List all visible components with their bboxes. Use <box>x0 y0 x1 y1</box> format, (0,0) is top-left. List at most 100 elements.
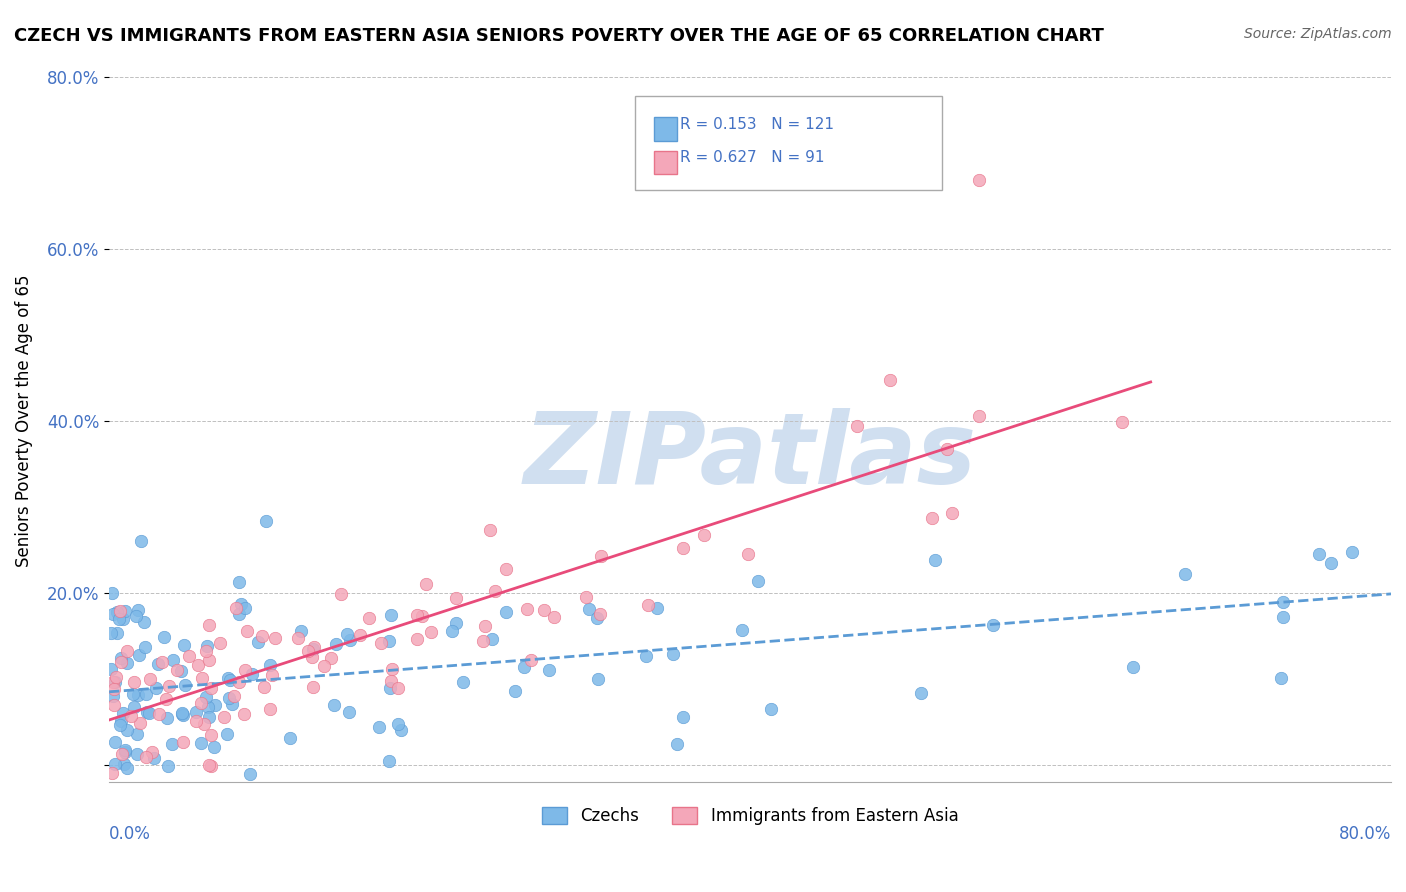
Point <box>513 660 536 674</box>
Point <box>537 663 560 677</box>
Point <box>589 607 612 621</box>
FancyBboxPatch shape <box>654 151 676 174</box>
Point <box>1122 659 1144 673</box>
FancyBboxPatch shape <box>634 95 942 190</box>
Point <box>110 651 132 665</box>
Point <box>110 655 132 669</box>
Point <box>150 656 173 670</box>
Point <box>910 685 932 699</box>
Point <box>231 597 253 611</box>
Point <box>145 681 167 696</box>
Point <box>186 714 208 728</box>
Point <box>120 709 142 723</box>
Point <box>135 706 157 720</box>
Point <box>239 766 262 780</box>
Point <box>148 706 170 721</box>
Point <box>114 745 136 759</box>
Point <box>921 511 943 525</box>
Point <box>1319 556 1341 570</box>
Point <box>1270 671 1292 685</box>
Text: CZECH VS IMMIGRANTS FROM EASTERN ASIA SENIORS POVERTY OVER THE AGE OF 65 CORRELA: CZECH VS IMMIGRANTS FROM EASTERN ASIA SE… <box>14 27 1104 45</box>
Point <box>105 625 128 640</box>
Point <box>172 706 194 721</box>
Point <box>124 699 146 714</box>
Point <box>108 612 131 626</box>
Point <box>101 690 124 704</box>
Point <box>217 727 239 741</box>
Point <box>481 632 503 646</box>
Point <box>301 649 323 664</box>
Point <box>240 667 263 681</box>
Point <box>759 702 782 716</box>
Point <box>100 625 122 640</box>
Point <box>129 716 152 731</box>
Point <box>101 765 124 780</box>
Point <box>172 735 194 749</box>
Point <box>101 586 124 600</box>
Point <box>290 624 312 639</box>
Point <box>127 602 149 616</box>
Point <box>153 630 176 644</box>
Point <box>339 633 361 648</box>
Point <box>444 591 467 606</box>
Text: Source: ZipAtlas.com: Source: ZipAtlas.com <box>1244 27 1392 41</box>
Point <box>278 731 301 745</box>
Point <box>484 584 506 599</box>
Text: R = 0.627   N = 91: R = 0.627 N = 91 <box>679 150 824 165</box>
Point <box>1272 610 1295 624</box>
Point <box>411 609 433 624</box>
Point <box>135 750 157 764</box>
Point <box>105 605 128 619</box>
Point <box>381 662 404 676</box>
Point <box>191 671 214 685</box>
Y-axis label: Seniors Poverty Over the Age of 65: Seniors Poverty Over the Age of 65 <box>15 275 32 567</box>
Point <box>200 727 222 741</box>
Point <box>672 710 695 724</box>
Point <box>731 623 754 637</box>
Point <box>200 759 222 773</box>
Point <box>103 681 125 696</box>
Point <box>693 527 716 541</box>
Text: ZIPatlas: ZIPatlas <box>523 409 977 506</box>
Point <box>368 720 391 734</box>
Point <box>217 671 239 685</box>
Point <box>129 534 152 549</box>
Point <box>259 657 281 672</box>
Point <box>941 506 963 520</box>
Point <box>924 552 946 566</box>
Point <box>845 419 868 434</box>
Point <box>1272 595 1295 609</box>
Point <box>172 708 194 723</box>
Point <box>190 736 212 750</box>
Point <box>190 696 212 710</box>
Point <box>389 723 412 737</box>
Point <box>312 659 335 673</box>
Point <box>519 653 541 667</box>
Point <box>250 629 273 643</box>
Point <box>228 675 250 690</box>
Point <box>111 706 134 720</box>
Point <box>127 689 149 703</box>
Point <box>179 649 201 664</box>
Point <box>349 628 371 642</box>
Point <box>197 700 219 714</box>
Point <box>879 373 901 387</box>
Point <box>377 754 399 768</box>
Point <box>420 625 443 640</box>
Point <box>737 547 759 561</box>
Point <box>495 605 517 619</box>
Point <box>302 642 325 657</box>
Point <box>533 603 555 617</box>
Point <box>155 692 177 706</box>
Point <box>110 714 132 729</box>
Point <box>122 687 145 701</box>
Point <box>259 702 281 716</box>
Point <box>747 574 769 589</box>
Point <box>143 751 166 765</box>
Point <box>637 599 659 613</box>
Point <box>297 643 319 657</box>
Point <box>172 706 194 720</box>
Point <box>197 639 219 653</box>
Point <box>194 690 217 705</box>
Point <box>138 706 160 720</box>
